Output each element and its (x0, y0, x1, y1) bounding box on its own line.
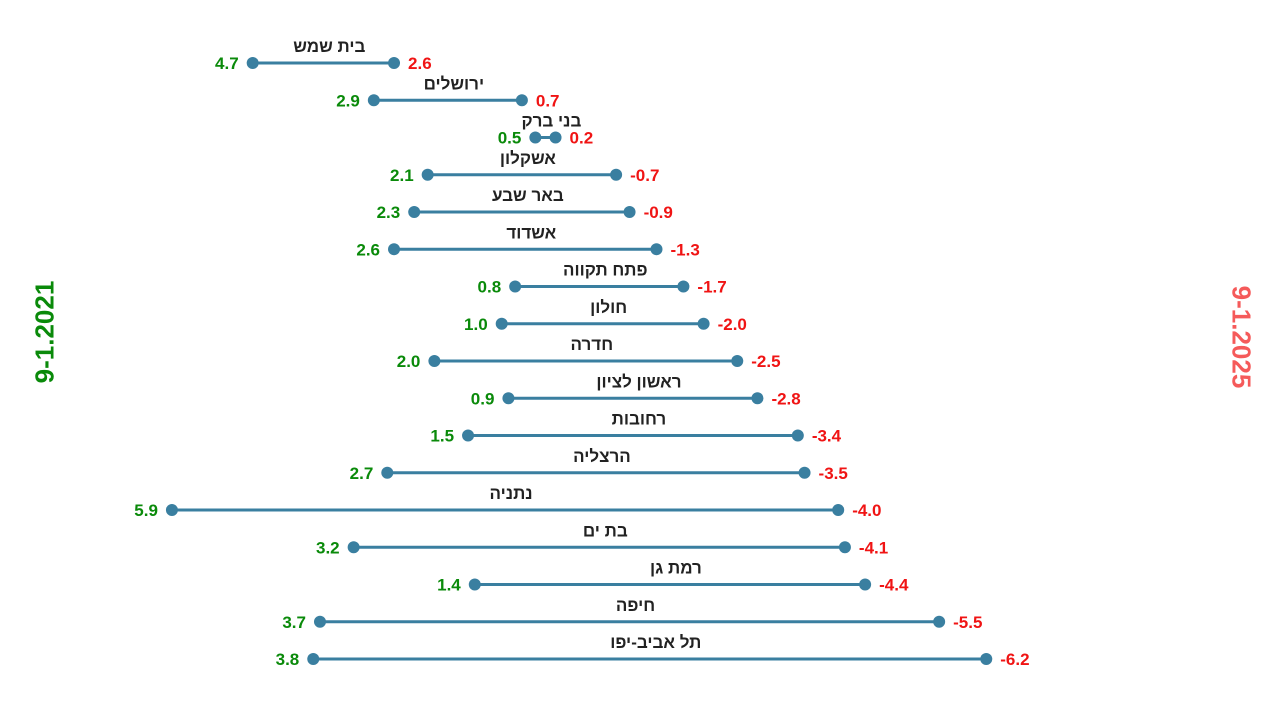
end-value-label: -2.0 (718, 315, 747, 334)
start-value-label: 3.8 (276, 650, 300, 669)
end-value-label: -6.2 (1000, 650, 1029, 669)
end-point (838, 541, 851, 554)
start-point (388, 243, 401, 256)
end-point (933, 615, 946, 628)
end-point (610, 168, 623, 181)
end-point (549, 131, 562, 144)
start-point (529, 131, 542, 144)
end-value-label: -1.7 (697, 278, 726, 297)
start-value-label: 4.7 (215, 54, 239, 73)
start-value-label: 5.9 (134, 501, 158, 520)
start-value-label: 3.7 (282, 613, 306, 632)
end-point (623, 206, 636, 218)
city-label: תל אביב-יפו (610, 633, 701, 652)
end-point (859, 578, 872, 591)
end-value-label: -0.9 (644, 203, 673, 222)
end-value-label: 0.2 (570, 129, 594, 148)
start-point (428, 355, 441, 367)
start-value-label: 2.3 (377, 203, 401, 222)
start-point (313, 615, 326, 628)
city-label: רמת גן (650, 559, 702, 578)
end-value-label: -4.0 (852, 501, 881, 520)
end-point (697, 317, 710, 330)
end-value-label: -1.3 (670, 240, 699, 259)
start-point (367, 94, 380, 107)
city-label: חיפה (616, 596, 655, 615)
end-point (388, 57, 401, 69)
end-value-label: -3.5 (819, 464, 848, 483)
end-value-label: -5.5 (953, 613, 982, 632)
start-point (462, 429, 475, 442)
end-value-label: -0.7 (630, 166, 659, 185)
city-label: בית שמש (293, 37, 365, 56)
end-point (650, 243, 663, 256)
city-label: בת ים (583, 521, 628, 540)
end-point (832, 504, 845, 516)
city-label: ראשון לציון (596, 372, 681, 391)
city-label: נתניה (489, 484, 532, 503)
end-value-label: -2.5 (751, 352, 780, 371)
start-value-label: 2.0 (397, 352, 421, 371)
start-value-label: 2.9 (336, 91, 360, 110)
start-value-label: 2.6 (356, 240, 380, 259)
end-value-label: 0.7 (536, 91, 560, 110)
end-point (751, 392, 764, 405)
city-label: אשדוד (506, 223, 556, 242)
end-point (515, 94, 528, 107)
start-value-label: 3.2 (316, 538, 340, 557)
start-value-label: 0.5 (498, 129, 522, 148)
start-value-label: 0.9 (471, 389, 495, 408)
start-point (502, 392, 515, 405)
city-label: חולון (590, 298, 627, 317)
start-value-label: 0.8 (478, 278, 502, 297)
start-point (468, 578, 481, 591)
start-point (381, 466, 394, 479)
end-value-label: -3.4 (812, 427, 842, 446)
city-label: אשקלון (500, 149, 556, 168)
start-point (165, 504, 178, 516)
start-point (408, 206, 421, 218)
city-label: חדרה (571, 335, 614, 354)
city-label: הרצליה (573, 447, 631, 466)
start-point (495, 317, 508, 330)
end-point (677, 280, 690, 293)
end-point (731, 355, 744, 367)
start-value-label: 2.7 (350, 464, 374, 483)
city-label: באר שבע (492, 186, 564, 205)
end-value-label: 2.6 (408, 54, 432, 73)
city-label: פתח תקווה (563, 261, 648, 280)
start-value-label: 1.5 (430, 427, 454, 446)
end-point (791, 429, 804, 442)
start-point (509, 280, 522, 293)
start-value-label: 1.4 (437, 576, 461, 595)
city-label: רחובות (612, 410, 667, 429)
start-value-label: 2.1 (390, 166, 414, 185)
end-value-label: -2.8 (771, 389, 800, 408)
end-point (980, 653, 993, 665)
end-value-label: -4.1 (859, 538, 888, 557)
start-point (347, 541, 360, 554)
start-point (307, 653, 320, 665)
start-point (421, 168, 434, 181)
city-label: בני ברק (522, 112, 582, 131)
start-point (246, 57, 259, 69)
start-value-label: 1.0 (464, 315, 488, 334)
city-label: ירושלים (424, 74, 485, 93)
end-point (798, 466, 811, 479)
end-value-label: -4.4 (879, 576, 909, 595)
